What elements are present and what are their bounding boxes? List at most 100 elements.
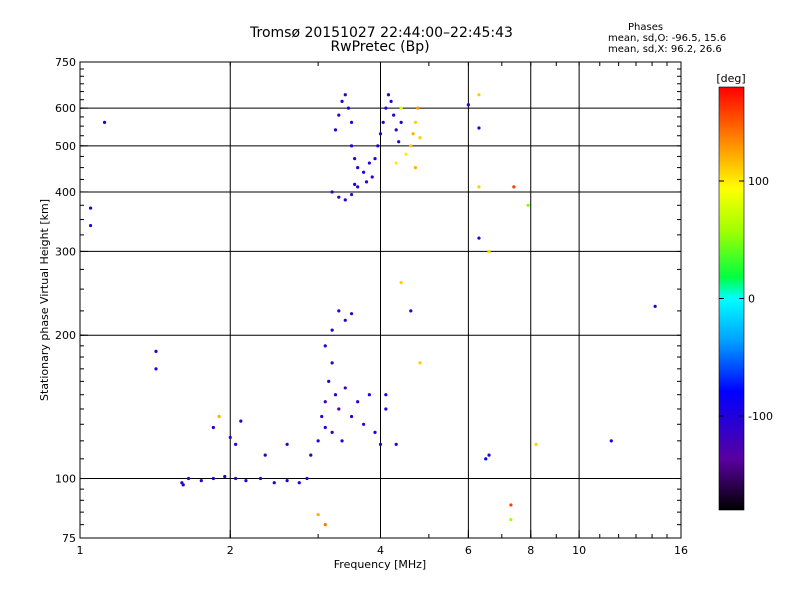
data-point [316,512,320,517]
data-point [349,192,354,197]
data-point [323,344,327,348]
y-tick-label: 750 [55,56,76,69]
data-point [234,476,238,481]
data-point [466,103,470,107]
data-point [323,425,327,430]
data-point [373,157,377,161]
data-point [154,349,158,353]
data-point [384,393,388,397]
axes: 1 2 4 6 8 10 16 75 100 200 300 400 500 600 750 [55,56,688,557]
data-point [356,400,360,404]
data-point [102,120,107,124]
data-point [228,435,232,440]
y-tick-label: 100 [55,473,76,486]
data-point [340,99,344,103]
data-point [404,152,408,156]
data-point [609,439,613,443]
data-point [211,425,215,430]
data-point [88,206,93,210]
data-point [367,161,371,165]
y-axis-label: Stationary phase Virtual Height [km] [38,199,51,401]
data-point [353,182,357,186]
phase-stats-x: mean, sd,X: 96.2, 26.6 [608,44,722,55]
y-tick-label: 500 [55,140,76,153]
x-tick-label: 16 [674,544,688,557]
data-point [343,318,347,322]
data-point [399,106,403,110]
x-tick-label: 8 [527,544,534,557]
colorbar-ticks: 100 0 -100 [719,175,773,423]
x-tick-label: 4 [377,544,384,557]
data-point [337,195,341,199]
data-point [418,136,422,140]
data-point [362,170,366,174]
data-point [386,93,391,97]
phase-stats-title: Phases [628,22,664,33]
data-point [346,106,351,110]
colorbar-label: [deg] [716,72,745,85]
data-point [333,128,338,132]
data-point [285,479,289,483]
x-axis-label: Frequency [MHz] [334,558,426,571]
data-point [349,312,354,316]
chart-subtitle: RwPretec (Bp) [330,39,430,55]
data-point [330,361,334,365]
data-point [316,439,320,443]
phase-stats-o: mean, sd,O: -96.5, 15.6 [608,33,727,44]
data-point [394,161,398,165]
data-point [534,442,538,446]
data-point [394,442,398,446]
data-point [320,414,324,419]
data-point [381,120,385,124]
data-point [181,483,185,487]
data-point [234,442,238,446]
data-point [353,157,357,161]
colorbar-tick-label: 0 [748,293,755,306]
data-point [378,132,383,136]
chart-title: Tromsø 20151027 22:44:00–22:45:43 [250,25,513,41]
data-point [285,442,289,446]
data-point [384,106,388,110]
data-point [343,386,347,390]
data-points [88,93,657,527]
data-point [356,166,360,170]
data-point [217,414,221,419]
colorbar-tick-label: 100 [748,175,769,188]
data-point [244,479,248,483]
data-point [526,203,530,207]
x-tick-label: 6 [465,544,472,557]
data-point [653,304,657,308]
data-point [343,198,347,202]
data-point [239,419,243,423]
data-point [509,517,513,522]
data-point [349,414,354,419]
y-tick-label: 600 [55,102,76,115]
data-point [392,113,396,117]
data-point [349,120,354,124]
data-point [349,144,354,148]
data-point [399,120,403,124]
data-point [477,185,481,189]
data-point [384,407,388,411]
data-point [487,249,491,254]
data-point [333,393,338,397]
data-point [399,280,403,285]
data-point [484,457,488,461]
data-point [487,453,491,457]
data-point [378,442,383,446]
data-point [186,476,191,481]
x-tick-label: 1 [77,544,84,557]
data-point [418,361,422,365]
data-point [512,185,516,189]
data-point [397,140,401,144]
data-point [411,132,415,136]
data-point [223,474,227,479]
data-point [389,99,393,103]
data-point [367,393,371,397]
data-point [477,126,481,130]
data-point [305,476,309,481]
y-tick-label: 300 [55,245,76,258]
data-point [413,120,418,124]
data-point [343,93,347,97]
